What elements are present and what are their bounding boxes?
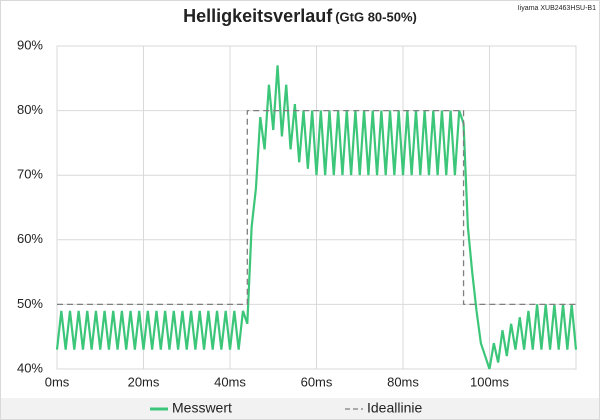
y-tick-label: 90% (17, 37, 43, 52)
y-tick-label: 60% (17, 231, 43, 246)
y-tick-label: 70% (17, 167, 43, 182)
annotation: Iiyama XUB2463HSU-B1 (518, 5, 596, 12)
chart-title: Helligkeitsverlauf (183, 6, 333, 26)
x-tick-label: 40ms (214, 374, 246, 389)
legend-label: Messwert (172, 400, 232, 416)
x-tick-label: 60ms (301, 374, 333, 389)
plot-border (56, 45, 577, 370)
series-line (57, 109, 576, 306)
x-tick-label: 80ms (387, 374, 419, 389)
y-tick-label: 40% (17, 360, 43, 375)
y-tick-label: 80% (17, 102, 43, 117)
x-tick-label: 100ms (470, 374, 510, 389)
y-tick-label: 50% (17, 296, 43, 311)
x-tick-label: 0ms (45, 374, 70, 389)
chart-subtitle: (GtG 80-50%) (335, 9, 417, 24)
series-line (55, 65, 578, 370)
legend-label: Ideallinie (367, 400, 422, 416)
legend-band (1, 398, 599, 419)
x-tick-label: 20ms (128, 374, 160, 389)
